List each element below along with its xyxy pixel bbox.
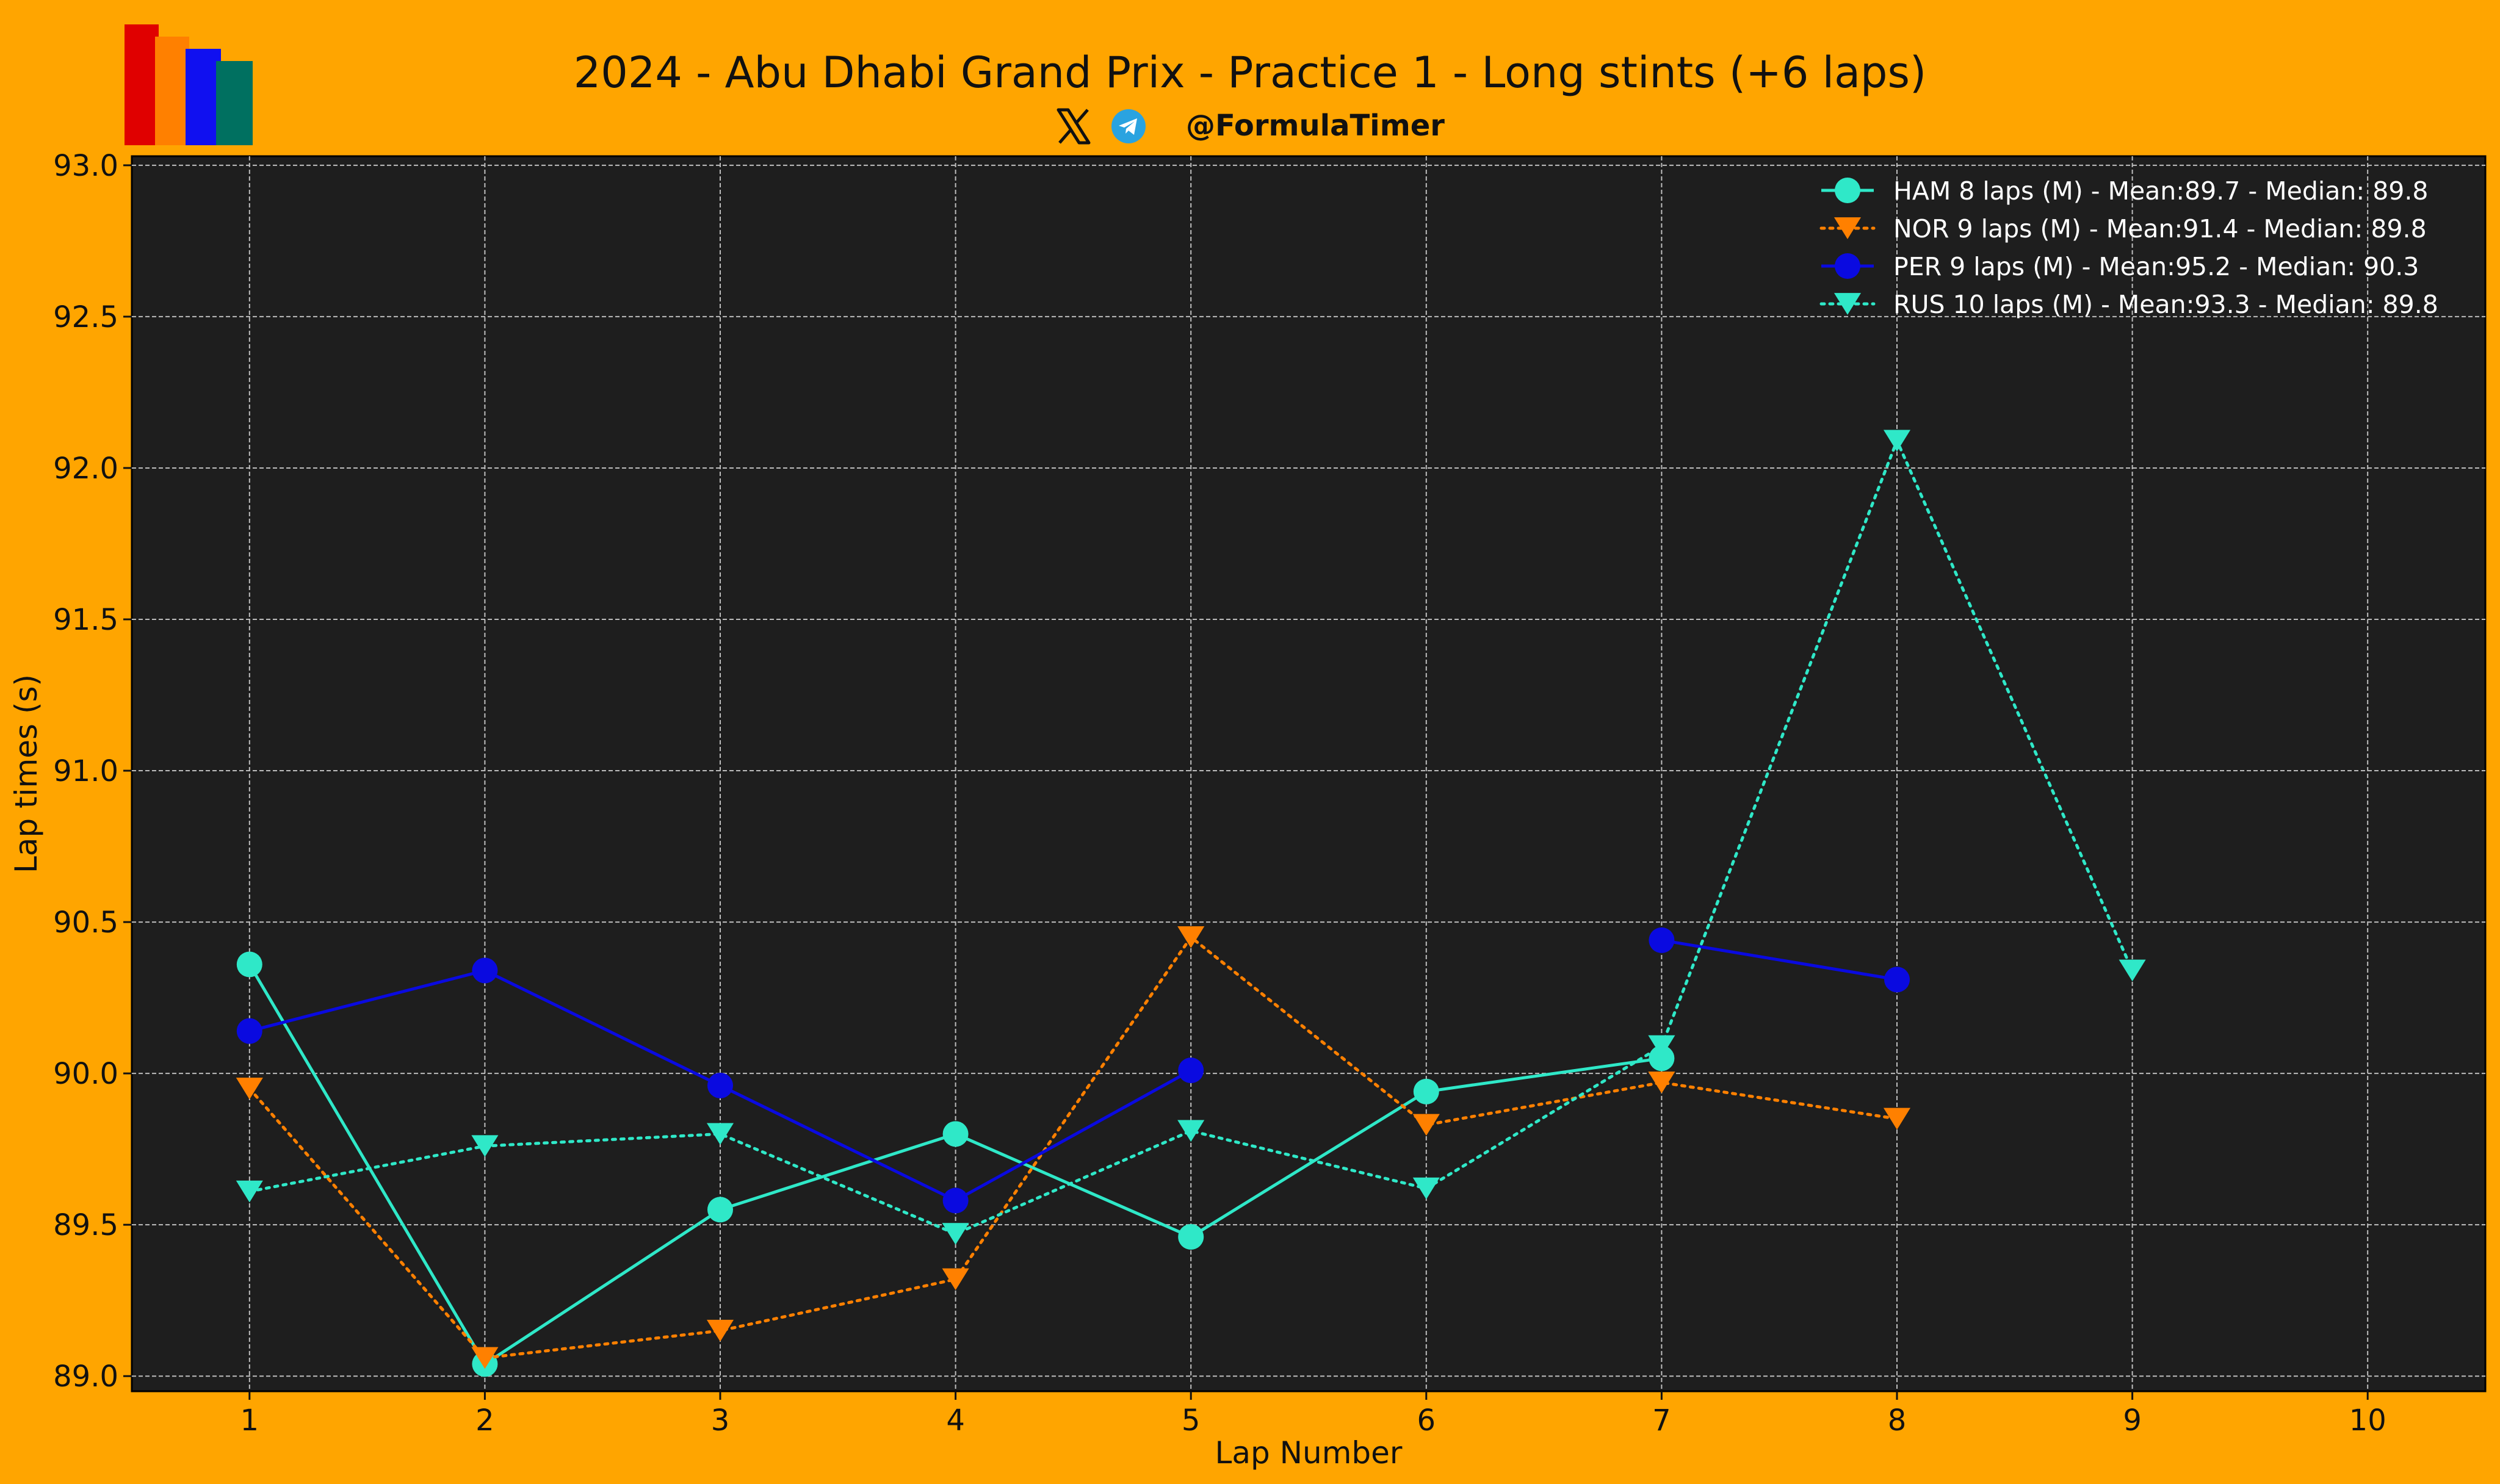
logo-bar-teal [216,61,253,145]
x-tick-label: 10 [2349,1403,2386,1438]
data-point [1178,1224,1204,1250]
series-line [1661,938,1898,981]
data-point [236,1180,263,1203]
x-axis-label: Lap Number [1215,1435,1403,1471]
y-tick-label: 92.0 [53,452,118,486]
data-point [236,1018,262,1044]
data-point [2119,959,2146,982]
series-line [248,436,2134,1236]
legend-label: RUS 10 laps (M) - Mean:93.3 - Median: 89… [1893,290,2438,319]
x-icon[interactable] [1055,107,1093,145]
data-point [942,1223,969,1245]
chart-title: 2024 - Abu Dhabi Grand Prix - Practice 1… [573,48,1927,98]
y-tick-label: 92.5 [53,300,118,334]
data-point [1884,967,1910,993]
data-point [1177,1120,1205,1142]
data-point [1883,430,1911,452]
data-point [1412,1177,1440,1200]
social-bar: @FormulaTimer [0,107,2500,150]
y-tick-label: 90.5 [53,906,118,940]
y-tick-label: 91.0 [53,754,118,788]
data-point [707,1197,733,1223]
data-point [1835,178,1860,203]
x-tick-label: 3 [711,1403,730,1438]
logo-bar-blue [186,49,221,145]
data-point [1649,1045,1675,1072]
data-point [1649,927,1675,953]
data-point [1178,1057,1204,1084]
data-point [1648,1035,1675,1057]
plot-area [131,155,2487,1392]
logo-bar-orange [155,37,189,145]
data-point [1648,1072,1675,1093]
x-tick-label: 7 [1652,1403,1671,1438]
legend: HAM 8 laps (M) - Mean:89.7 - Median: 89.… [1819,176,2438,319]
data-point [942,1268,969,1291]
y-axis-label: Lap times (s) [9,674,44,873]
data-point [706,1123,734,1145]
x-axis-ticks: 1 2 3 4 5 6 7 8 9 10 [240,1391,2386,1438]
data-point [1177,926,1205,948]
data-point [942,1187,969,1214]
grid-lines [132,156,2485,1391]
x-tick-label: 6 [1417,1403,1436,1438]
x-tick-label: 8 [1888,1403,1907,1438]
data-point [1883,1108,1911,1130]
logo-bar-red [125,24,159,145]
data-point [707,1072,733,1098]
formula-timer-logo [125,24,253,145]
x-tick-label: 2 [475,1403,494,1438]
data-point [472,957,498,984]
data-point [1833,217,1862,239]
data-point [1833,293,1862,315]
legend-label: PER 9 laps (M) - Mean:95.2 - Median: 90.… [1893,252,2419,281]
y-tick-label: 89.5 [53,1208,118,1242]
telegram-icon[interactable] [1111,109,1146,144]
series-rus [236,430,2146,1245]
y-axis-ticks: 89.0 89.5 90.0 90.5 91.0 91.5 92.0 92.5 93.0 [53,149,132,1394]
data-point [236,1078,263,1100]
data-point [1412,1114,1440,1136]
data-point [706,1319,734,1342]
series-per [236,927,1910,1214]
data-point [1413,1078,1439,1104]
data-point [236,951,262,978]
y-tick-label: 91.5 [53,603,118,637]
series-line [248,935,1899,1360]
y-tick-label: 90.0 [53,1057,118,1091]
legend-label: NOR 9 laps (M) - Mean:91.4 - Median: 89.… [1893,214,2427,243]
legend-label: HAM 8 laps (M) - Mean:89.7 - Median: 89.… [1893,176,2429,206]
x-tick-label: 4 [946,1403,965,1438]
x-tick-label: 9 [2123,1403,2142,1438]
data-point [942,1121,969,1147]
data-point [471,1135,499,1158]
y-tick-label: 93.0 [53,149,118,183]
y-tick-label: 89.0 [53,1360,118,1394]
series-layer [236,430,2146,1377]
x-tick-label: 5 [1182,1403,1201,1438]
series-nor [236,926,1911,1369]
social-handle[interactable]: @FormulaTimer [1186,109,1445,143]
data-point [471,1347,499,1369]
x-tick-label: 1 [240,1403,259,1438]
data-point [1835,253,1860,279]
